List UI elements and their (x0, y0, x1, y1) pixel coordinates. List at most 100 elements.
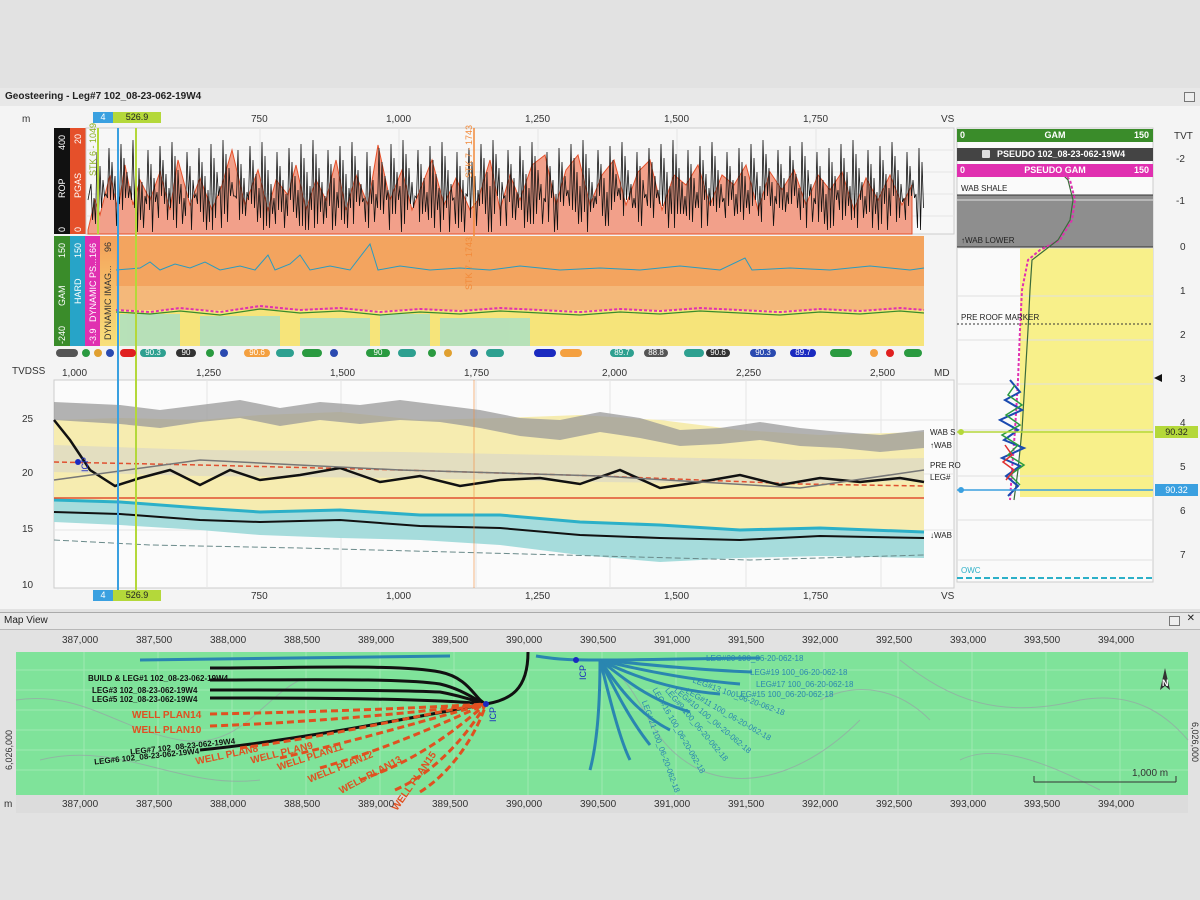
md-tick: 1,500 (330, 368, 356, 379)
map-contours (15, 659, 1189, 791)
map-restore-icon[interactable] (1169, 616, 1180, 626)
pill-value[interactable]: 88.8 (644, 349, 668, 357)
pseudo-gam-curve (1009, 169, 1077, 501)
map-x-tick: 393,500 (1024, 635, 1061, 646)
pill-marker[interactable] (56, 349, 78, 357)
map-x-tick: 394,000 (1098, 799, 1135, 810)
top-axis-right-label: VS (941, 114, 955, 125)
bottom-axis-tick: 1,250 (525, 591, 551, 602)
type-log-gam-header[interactable]: 0 GAM 150 (957, 129, 1153, 142)
wab-s-label: WAB S (930, 428, 956, 437)
pill-marker[interactable] (870, 349, 878, 357)
map-label-plan: WELL PLAN14 (132, 710, 202, 721)
scale-label: 1,000 m (1132, 768, 1169, 779)
map-x-tick: 387,000 (62, 635, 99, 646)
pill-marker[interactable] (302, 349, 322, 357)
pill-value[interactable]: 90 (176, 349, 196, 357)
pseudo-gam-header[interactable]: 0 PSEUDO GAM 150 (957, 164, 1153, 177)
tvt-tick: 0 (1180, 242, 1186, 253)
pre-ro-label: PRE RO (930, 461, 961, 470)
pill-value[interactable]: 90.3 (140, 349, 166, 357)
pill-marker[interactable] (560, 349, 582, 357)
tvdss-tick: 25 (22, 414, 34, 425)
projected-log-green (1000, 384, 1026, 486)
pill-marker[interactable] (330, 349, 338, 357)
top-axis-tick: 1,000 (386, 114, 412, 125)
pill-marker[interactable] (120, 349, 136, 357)
tvt-tick: 2 (1180, 330, 1186, 341)
md-tick: 2,000 (602, 368, 628, 379)
restore-window-icon[interactable] (1184, 92, 1195, 102)
rop-curve (87, 139, 924, 233)
map-close-icon[interactable]: ✕ (1186, 613, 1195, 624)
map-x-tick: 393,500 (1024, 799, 1061, 810)
map-x-tick: 391,000 (654, 799, 691, 810)
marker-wab-shale: WAB SHALE (961, 184, 1008, 193)
pgas-header: 20 PGAS 0 (70, 128, 86, 234)
map-x-tick: 392,000 (802, 799, 839, 810)
map-label-blue: LEG#15 100_06-20-062-18 (736, 690, 834, 699)
pseudo-gam-title: PSEUDO GAM (1024, 165, 1086, 175)
pill-value[interactable]: 89.7 (790, 349, 816, 357)
gam-max: 150 (1133, 130, 1149, 140)
image-patches (120, 314, 530, 346)
pill-marker[interactable] (220, 349, 228, 357)
top-axis-badge-a: 4 (93, 112, 113, 123)
pill-marker[interactable] (904, 349, 922, 357)
type-log-shale (957, 195, 1153, 247)
pill-value[interactable]: 90.3 (750, 349, 776, 357)
pill-marker[interactable] (886, 349, 894, 357)
pseudo-well-header[interactable]: PSEUDO 102_08-23-062-19W4 (957, 148, 1153, 161)
map-view-title-bar: Map View ✕ (0, 612, 1200, 630)
marker-pre-roof: PRE ROOF MARKER (961, 313, 1040, 322)
pill-marker[interactable] (276, 349, 294, 357)
md-label: MD (934, 368, 950, 379)
top-axis-tick: 1,750 (803, 114, 829, 125)
md-tick: 2,500 (870, 368, 896, 379)
pill-marker[interactable] (444, 349, 452, 357)
download-icon[interactable] (982, 150, 990, 158)
pill-marker[interactable] (534, 349, 556, 357)
pgas-curve (87, 144, 913, 235)
map-label-blue: LEG#17 100_06-20-062-18 (756, 680, 854, 689)
map-x-tick: 388,500 (284, 799, 321, 810)
pill-marker[interactable] (684, 349, 704, 357)
wab-arrow-label: ↑WAB (930, 441, 952, 450)
map-x-tick: 387,500 (136, 799, 173, 810)
map-icp-point[interactable] (483, 701, 489, 707)
tvt-pointer-icon[interactable] (1154, 374, 1162, 382)
hard-header: 150 HARD (70, 236, 85, 346)
type-log-sand (1020, 247, 1153, 497)
md-tick: 1,000 (62, 368, 88, 379)
pill-value[interactable]: 89.7 (610, 349, 634, 357)
map-icp-point-2[interactable] (573, 657, 579, 663)
pill-marker[interactable] (428, 349, 436, 357)
water-band (54, 500, 924, 562)
map-view-title: Map View (4, 615, 48, 626)
pill-marker[interactable] (830, 349, 852, 357)
green-cursor-dot (958, 429, 964, 435)
pill-marker[interactable] (106, 349, 114, 357)
pill-marker[interactable] (82, 349, 90, 357)
tvt-tick: -2 (1176, 154, 1185, 165)
map-well-plans (209, 702, 488, 794)
pill-marker[interactable] (470, 349, 478, 357)
pill-marker[interactable] (398, 349, 416, 357)
wab-shale-band (54, 400, 924, 452)
icp-point[interactable] (75, 459, 81, 465)
pill-value[interactable]: 90.6 (244, 349, 270, 357)
tvt-tick: 6 (1180, 506, 1186, 517)
pill-value[interactable]: 90.6 (706, 349, 730, 357)
map-unit: m (4, 799, 13, 810)
map-x-tick: 391,500 (728, 635, 765, 646)
projected-log-blue (997, 379, 1027, 497)
pill-value[interactable]: 90 (366, 349, 390, 357)
tvt-tick: 1 (1180, 286, 1186, 297)
tvt-tick: -1 (1176, 196, 1185, 207)
bottom-axis-right-label: VS (941, 591, 955, 602)
pill-marker[interactable] (94, 349, 102, 357)
pill-marker[interactable] (486, 349, 504, 357)
md-tick: 1,750 (464, 368, 490, 379)
pill-marker[interactable] (206, 349, 214, 357)
